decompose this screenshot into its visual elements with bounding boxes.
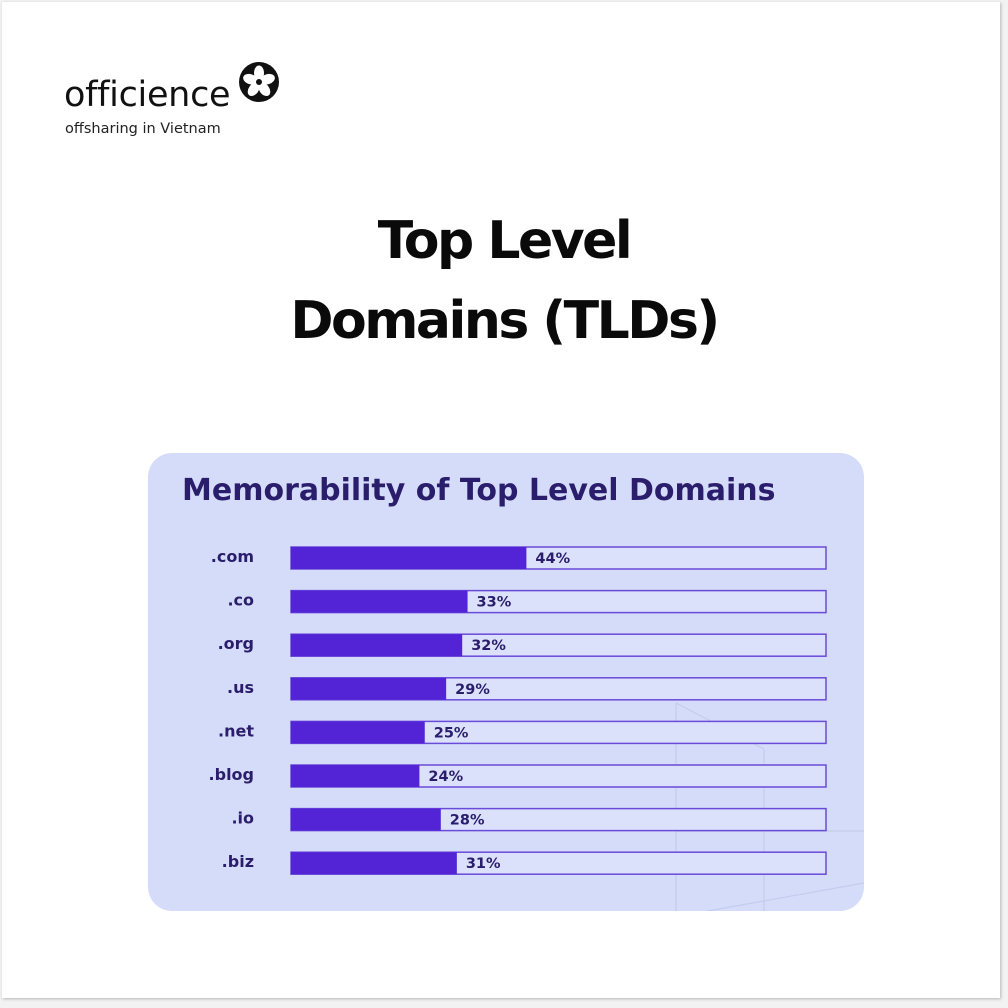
bar bbox=[291, 852, 457, 875]
bar bbox=[291, 677, 447, 700]
bar-value-label: 44% bbox=[535, 551, 570, 567]
bar-chart: Memorability of Top Level Domains .com 44… bbox=[182, 473, 864, 911]
bar bbox=[291, 765, 420, 787]
bar-value-label: 24% bbox=[428, 769, 463, 785]
bars-group: .com 44% .co 33% .org 32% .us 29% .net 25% .blog 24… bbox=[209, 546, 827, 875]
headline-line-2: Domains (TLDs) bbox=[290, 291, 720, 351]
category-label: .co bbox=[227, 591, 254, 610]
bar bbox=[291, 547, 527, 569]
chart-card: Memorability of Top Level Domains .com 44… bbox=[148, 453, 864, 911]
category-label: .org bbox=[218, 634, 254, 653]
bar-value-label: 29% bbox=[455, 682, 490, 698]
flower-logo-icon bbox=[239, 62, 279, 102]
category-label: .blog bbox=[209, 765, 254, 784]
bar-value-label: 28% bbox=[450, 813, 485, 829]
chart-title: Memorability of Top Level Domains bbox=[182, 473, 776, 508]
bar bbox=[291, 590, 468, 613]
bar-value-label: 25% bbox=[434, 725, 469, 741]
bar-value-label: 32% bbox=[471, 638, 506, 654]
bar-value-label: 31% bbox=[466, 856, 501, 872]
bar bbox=[291, 808, 441, 831]
category-label: .io bbox=[231, 809, 254, 828]
bar bbox=[291, 721, 425, 744]
headline-line-1: Top Level bbox=[377, 211, 633, 271]
category-label: .net bbox=[218, 721, 254, 740]
category-label: .biz bbox=[222, 852, 254, 871]
brand-logo: officience offsharing in Vietnam bbox=[64, 62, 294, 142]
page: officience offsharing in Vietnam Top Lev… bbox=[2, 2, 1000, 998]
bar bbox=[291, 634, 463, 657]
category-label: .com bbox=[211, 547, 254, 566]
bar-value-label: 33% bbox=[477, 595, 512, 611]
logo-wordmark: officience bbox=[64, 75, 231, 115]
category-label: .us bbox=[227, 678, 254, 697]
logo-tagline: offsharing in Vietnam bbox=[65, 121, 221, 137]
